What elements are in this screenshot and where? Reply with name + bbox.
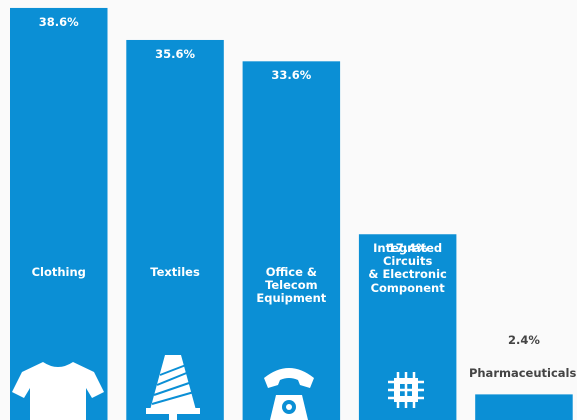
- phone-icon: [264, 368, 314, 420]
- value-label: 17.4%: [387, 241, 428, 256]
- value-label: 38.6%: [38, 14, 79, 29]
- icons: [12, 355, 424, 420]
- chip-icon: [388, 372, 424, 408]
- category-label: Pharmaceuticals: [468, 366, 577, 381]
- category-label: Clothing: [31, 265, 86, 279]
- bar: [242, 61, 341, 420]
- category-label: Textiles: [150, 265, 200, 279]
- tshirt-icon: [12, 362, 104, 420]
- spool-icon: [146, 355, 200, 420]
- value-label: 35.6%: [155, 46, 195, 61]
- value-label: 33.6%: [271, 68, 312, 83]
- bars: [10, 7, 573, 420]
- category-label: Office & Telecom Equipment: [256, 265, 327, 306]
- value-label: 2.4%: [507, 333, 540, 348]
- category-label: Integrated Circuits & Electronic Compone…: [368, 241, 447, 295]
- bar: [10, 7, 108, 420]
- bar: [475, 394, 573, 420]
